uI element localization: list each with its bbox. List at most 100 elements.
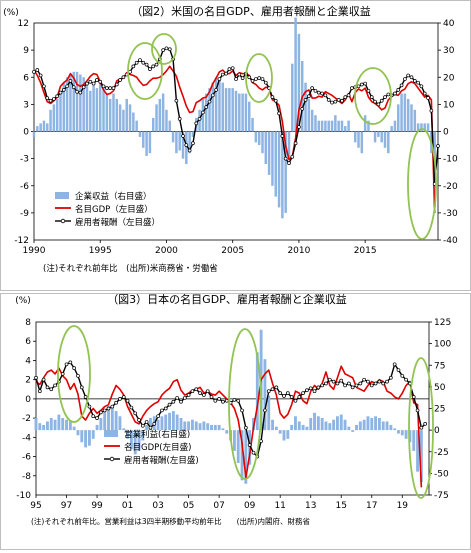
us-chart-panel: （図2）米国の名目GDP、雇用者報酬と企業収益 (%) -12 -9 -6 -3 0 3 6 9 1… bbox=[0, 0, 471, 291]
profit-bar bbox=[69, 74, 72, 132]
compensation-point bbox=[280, 134, 285, 138]
compensation-point bbox=[110, 404, 115, 409]
legend-swatch-marker bbox=[109, 456, 115, 462]
compensation-point bbox=[257, 76, 262, 81]
profit-bar bbox=[317, 120, 321, 132]
left-axis-tick-label: -4 bbox=[22, 433, 31, 443]
profit-bar bbox=[387, 131, 390, 154]
compensation-point bbox=[118, 78, 122, 82]
profit-bar bbox=[183, 421, 187, 431]
compensation-point bbox=[52, 97, 56, 101]
left-axis-tick-label: -12 bbox=[14, 236, 29, 246]
profit-bar bbox=[358, 421, 362, 431]
compensation-point bbox=[87, 404, 92, 409]
compensation-point bbox=[297, 395, 302, 399]
profit-bar bbox=[135, 120, 138, 132]
compensation-point bbox=[411, 395, 416, 399]
profit-bar bbox=[165, 109, 168, 132]
right-axis-tick-label: -50 bbox=[434, 469, 449, 479]
compensation-point bbox=[32, 69, 36, 74]
compensation-point bbox=[202, 393, 206, 397]
profit-bar bbox=[46, 123, 49, 132]
chart-title: （図2）米国の名目GDP、雇用者報酬と企業収益 bbox=[131, 4, 371, 18]
compensation-point bbox=[171, 399, 176, 404]
profit-bar bbox=[271, 419, 274, 431]
compensation-point bbox=[270, 387, 275, 392]
profit-bar bbox=[62, 82, 66, 132]
compensation-point bbox=[293, 398, 298, 403]
profit-bar bbox=[343, 419, 347, 431]
japan-chart: （図3）日本の名目GDP、雇用者報酬と企業収益 (%) -10 -8 -6 -4 -2 0 2 4… bbox=[15, 292, 451, 526]
compensation-point bbox=[118, 397, 122, 401]
compensation-point bbox=[369, 383, 374, 388]
compensation-point bbox=[53, 383, 57, 388]
compensation-point bbox=[68, 79, 73, 83]
highlight-ellipse bbox=[57, 325, 91, 423]
left-axis-tick-label: 9 bbox=[23, 46, 29, 56]
left-axis-tick-label: -6 bbox=[20, 182, 29, 192]
profit-bar bbox=[122, 109, 125, 132]
profit-bar bbox=[225, 430, 229, 434]
profit-bar bbox=[383, 131, 387, 148]
compensation-point bbox=[60, 372, 65, 376]
compensation-point bbox=[350, 86, 354, 90]
profit-bar bbox=[337, 120, 340, 132]
profit-bar bbox=[175, 414, 179, 431]
compensation-point bbox=[303, 98, 308, 102]
profit-bar bbox=[324, 120, 327, 132]
compensation-point bbox=[232, 397, 237, 402]
profit-bar bbox=[171, 131, 175, 143]
compensation-point bbox=[128, 69, 132, 74]
profit-bar bbox=[202, 421, 206, 431]
compensation-point bbox=[108, 86, 113, 90]
profit-bar bbox=[314, 115, 317, 132]
profit-bar bbox=[191, 131, 195, 137]
compensation-point bbox=[61, 88, 66, 92]
profit-bar bbox=[138, 131, 142, 137]
profit-bar bbox=[240, 430, 244, 481]
compensation-point bbox=[134, 60, 139, 65]
compensation-point bbox=[45, 385, 50, 390]
profit-bar bbox=[107, 405, 110, 431]
compensation-point bbox=[102, 408, 107, 413]
profit-bar bbox=[102, 88, 105, 132]
compensation-point bbox=[48, 98, 53, 103]
right-axis-tick-label: -30 bbox=[443, 209, 458, 219]
profit-bar bbox=[360, 131, 364, 154]
compensation-point bbox=[377, 379, 382, 384]
compensation-point bbox=[194, 121, 199, 126]
profit-bar bbox=[187, 421, 191, 431]
compensation-point bbox=[217, 397, 221, 401]
profit-bar bbox=[423, 123, 426, 132]
x-axis-tick-label: 19 bbox=[397, 501, 409, 511]
compensation-point bbox=[426, 96, 430, 100]
profit-bar bbox=[344, 126, 347, 132]
compensation-point bbox=[167, 47, 172, 52]
compensation-point bbox=[224, 71, 228, 76]
compensation-point bbox=[326, 98, 331, 102]
right-axis-tick-label: 10 bbox=[443, 100, 455, 110]
compensation-point bbox=[138, 58, 142, 62]
profit-bar bbox=[248, 430, 252, 465]
compensation-point bbox=[114, 400, 118, 405]
compensation-point bbox=[359, 82, 364, 87]
profit-bar bbox=[210, 424, 213, 431]
compensation-point bbox=[412, 79, 417, 83]
compensation-point bbox=[190, 389, 195, 394]
compensation-point bbox=[381, 381, 386, 386]
profit-bar bbox=[132, 112, 135, 132]
compensation-point bbox=[164, 46, 169, 51]
compensation-point bbox=[106, 406, 111, 411]
profit-bar bbox=[32, 131, 36, 137]
profit-bar bbox=[330, 120, 334, 132]
profit-bar bbox=[313, 412, 316, 431]
profit-bar bbox=[370, 418, 374, 431]
profit-bar bbox=[287, 131, 291, 159]
legend-label: 営業利益(右目盛) bbox=[124, 429, 190, 440]
compensation-point bbox=[373, 99, 377, 104]
profit-bar bbox=[377, 418, 381, 431]
profit-bar bbox=[99, 418, 103, 431]
legend-label: 名目GDP（左目盛） bbox=[75, 204, 153, 215]
compensation-point bbox=[144, 420, 149, 424]
highlight-ellipse bbox=[151, 33, 177, 65]
